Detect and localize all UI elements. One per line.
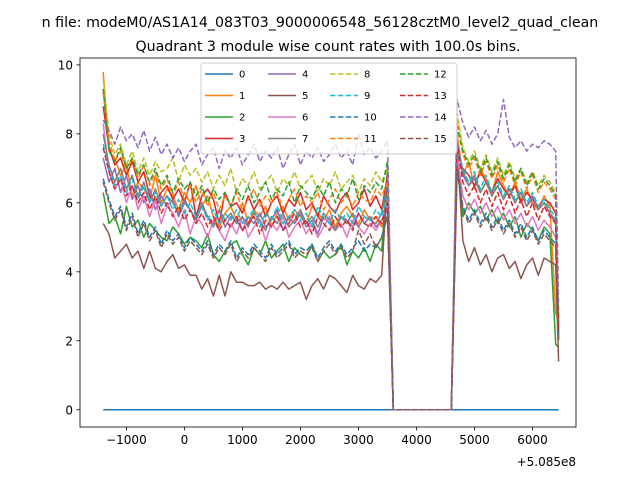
y-tick-label: 6 bbox=[65, 196, 73, 210]
x-tick-label: 4000 bbox=[401, 433, 432, 447]
legend-label-5: 5 bbox=[302, 91, 308, 102]
x-tick-label: 1000 bbox=[227, 433, 258, 447]
x-tick-label: 6000 bbox=[517, 433, 548, 447]
series-line-9 bbox=[102, 144, 560, 411]
legend-label-13: 13 bbox=[434, 91, 447, 102]
x-tick-label: 5000 bbox=[459, 433, 490, 447]
x-tick-label: 2000 bbox=[285, 433, 316, 447]
legend-label-15: 15 bbox=[434, 134, 447, 145]
legend-frame bbox=[200, 62, 458, 155]
x-tick-label: 3000 bbox=[343, 433, 374, 447]
x-axis-offset-label: +5.085e8 bbox=[517, 455, 576, 469]
y-tick-label: 2 bbox=[65, 334, 73, 348]
series-line-3 bbox=[102, 106, 560, 411]
chart-title: Quadrant 3 module wise count rates with … bbox=[135, 39, 520, 55]
legend-label-9: 9 bbox=[364, 91, 370, 102]
legend-label-11: 11 bbox=[364, 134, 377, 145]
legend-label-8: 8 bbox=[364, 70, 370, 81]
series-line-15 bbox=[102, 171, 560, 411]
legend-label-12: 12 bbox=[434, 70, 447, 81]
y-tick-label: 10 bbox=[58, 58, 73, 72]
series-line-5 bbox=[102, 146, 560, 411]
y-tick-label: 4 bbox=[65, 265, 73, 279]
legend-label-7: 7 bbox=[302, 134, 308, 145]
legend-label-4: 4 bbox=[302, 70, 308, 81]
x-tick-label: 0 bbox=[181, 433, 189, 447]
figure-suptitle: n file: modeM0/AS1A14_083T03_9000006548_… bbox=[42, 15, 599, 31]
legend-label-3: 3 bbox=[239, 134, 245, 145]
legend-label-2: 2 bbox=[239, 113, 245, 124]
series-line-10 bbox=[102, 167, 560, 411]
legend-label-10: 10 bbox=[364, 113, 377, 124]
legend-label-14: 14 bbox=[434, 113, 447, 124]
series-line-7 bbox=[102, 133, 560, 411]
plot-frame bbox=[79, 57, 577, 428]
legend-label-1: 1 bbox=[239, 91, 245, 102]
legend-label-0: 0 bbox=[239, 70, 245, 81]
legend-label-6: 6 bbox=[302, 113, 308, 124]
series-line-12 bbox=[102, 88, 560, 411]
y-tick-label: 8 bbox=[65, 127, 73, 141]
y-tick-label: 0 bbox=[65, 403, 73, 417]
series-line-13 bbox=[102, 143, 560, 411]
x-tick-label: −1000 bbox=[106, 433, 147, 447]
series-layer bbox=[102, 71, 560, 411]
